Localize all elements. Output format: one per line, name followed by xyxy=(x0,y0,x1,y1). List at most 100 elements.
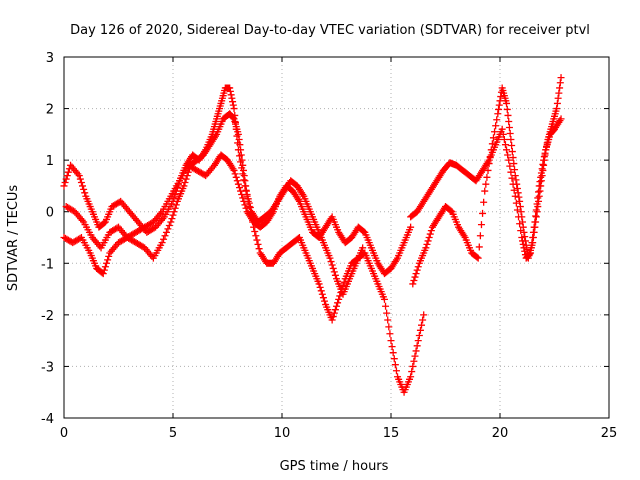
data-point xyxy=(336,292,344,300)
data-point xyxy=(534,194,542,202)
data-point xyxy=(241,201,249,209)
data-point xyxy=(389,349,397,357)
data-point xyxy=(482,180,490,188)
data-point xyxy=(329,313,337,321)
data-point xyxy=(240,197,248,205)
data-point xyxy=(491,128,499,136)
data-point xyxy=(160,235,168,243)
data-point xyxy=(492,122,500,130)
data-point xyxy=(503,105,511,113)
data-point xyxy=(536,187,544,195)
data-point xyxy=(180,182,188,190)
data-point xyxy=(519,223,527,231)
data-point xyxy=(489,134,497,142)
data-point xyxy=(535,197,543,205)
data-point xyxy=(75,172,83,180)
data-point xyxy=(498,125,506,133)
data-point xyxy=(60,182,68,190)
data-point xyxy=(412,347,420,355)
data-point xyxy=(392,367,400,375)
data-point xyxy=(529,234,537,241)
data-point xyxy=(81,189,89,197)
data-point xyxy=(557,115,565,123)
data-point xyxy=(239,170,247,178)
data-point xyxy=(501,141,509,149)
data-point xyxy=(538,165,546,173)
data-point xyxy=(414,337,422,345)
data-point xyxy=(509,154,517,162)
data-point xyxy=(531,223,539,231)
axis-ticks: 0 5 10 15 20 25 -4 -3 -2 -1 0 1 2 3 xyxy=(41,51,617,441)
data-point xyxy=(234,130,242,138)
data-point xyxy=(334,299,342,307)
data-point xyxy=(255,245,263,253)
data-point xyxy=(506,162,514,170)
data-point xyxy=(507,168,515,176)
data-point xyxy=(165,221,173,229)
data-point xyxy=(228,94,236,102)
data-point xyxy=(252,232,260,240)
data-point xyxy=(383,309,391,317)
data-point xyxy=(172,201,180,209)
data-point xyxy=(425,234,433,241)
data-point xyxy=(226,84,234,92)
data-point xyxy=(77,178,85,186)
data-point xyxy=(413,266,421,274)
data-point xyxy=(242,182,250,190)
data-point xyxy=(513,185,521,193)
data-point xyxy=(479,209,487,217)
data-point xyxy=(236,141,244,149)
data-point xyxy=(514,189,522,197)
data-point xyxy=(504,151,512,159)
data-point xyxy=(337,289,345,297)
data-point xyxy=(229,98,237,106)
data-point xyxy=(104,256,112,264)
data-point xyxy=(80,185,88,193)
data-point xyxy=(238,191,246,199)
data-point xyxy=(505,123,513,131)
data-point xyxy=(382,302,390,310)
data-point xyxy=(517,208,525,216)
data-point xyxy=(167,218,175,226)
chart-title: Day 126 of 2020, Sidereal Day-to-day VTE… xyxy=(70,23,590,38)
data-point xyxy=(556,79,564,87)
data-point xyxy=(420,311,428,319)
data-point xyxy=(518,213,526,221)
data-point xyxy=(508,142,516,150)
data-point xyxy=(530,228,538,236)
data-point xyxy=(484,166,492,174)
data-point xyxy=(553,105,561,113)
data-point xyxy=(506,129,514,137)
data-point xyxy=(315,280,323,288)
data-point xyxy=(359,244,367,252)
data-point xyxy=(171,204,179,212)
series-2 xyxy=(60,110,428,396)
data-point xyxy=(254,240,262,248)
data-point xyxy=(63,172,71,180)
y-tick-label: 2 xyxy=(46,103,54,118)
data-point xyxy=(101,263,109,271)
data-point xyxy=(411,273,419,281)
data-point xyxy=(335,295,343,303)
data-point xyxy=(553,99,561,107)
data-point xyxy=(253,236,261,244)
data-point xyxy=(519,218,527,226)
data-point xyxy=(385,323,393,331)
data-point xyxy=(242,204,250,212)
data-point xyxy=(100,266,108,274)
data-point xyxy=(521,233,529,241)
data-point xyxy=(483,173,491,181)
data-point xyxy=(316,283,324,291)
data-point xyxy=(227,91,235,99)
x-tick-label: 20 xyxy=(492,426,509,441)
data-point xyxy=(407,223,415,231)
data-point xyxy=(380,295,388,303)
data-point xyxy=(161,232,169,240)
data-point xyxy=(537,173,545,181)
data-point xyxy=(162,228,170,236)
y-tick-label: -3 xyxy=(41,360,54,375)
data-point xyxy=(328,316,336,324)
data-point xyxy=(412,270,420,278)
data-point xyxy=(535,188,543,196)
